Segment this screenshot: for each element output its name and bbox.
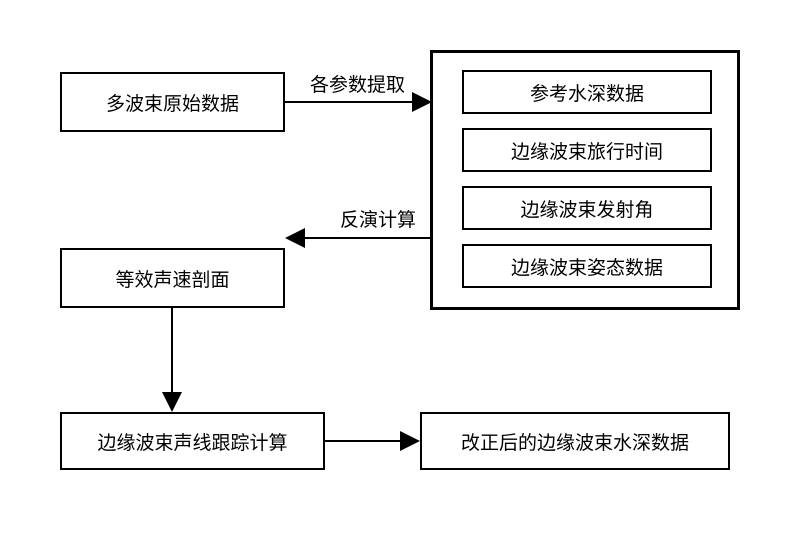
arrows-svg <box>0 0 800 535</box>
